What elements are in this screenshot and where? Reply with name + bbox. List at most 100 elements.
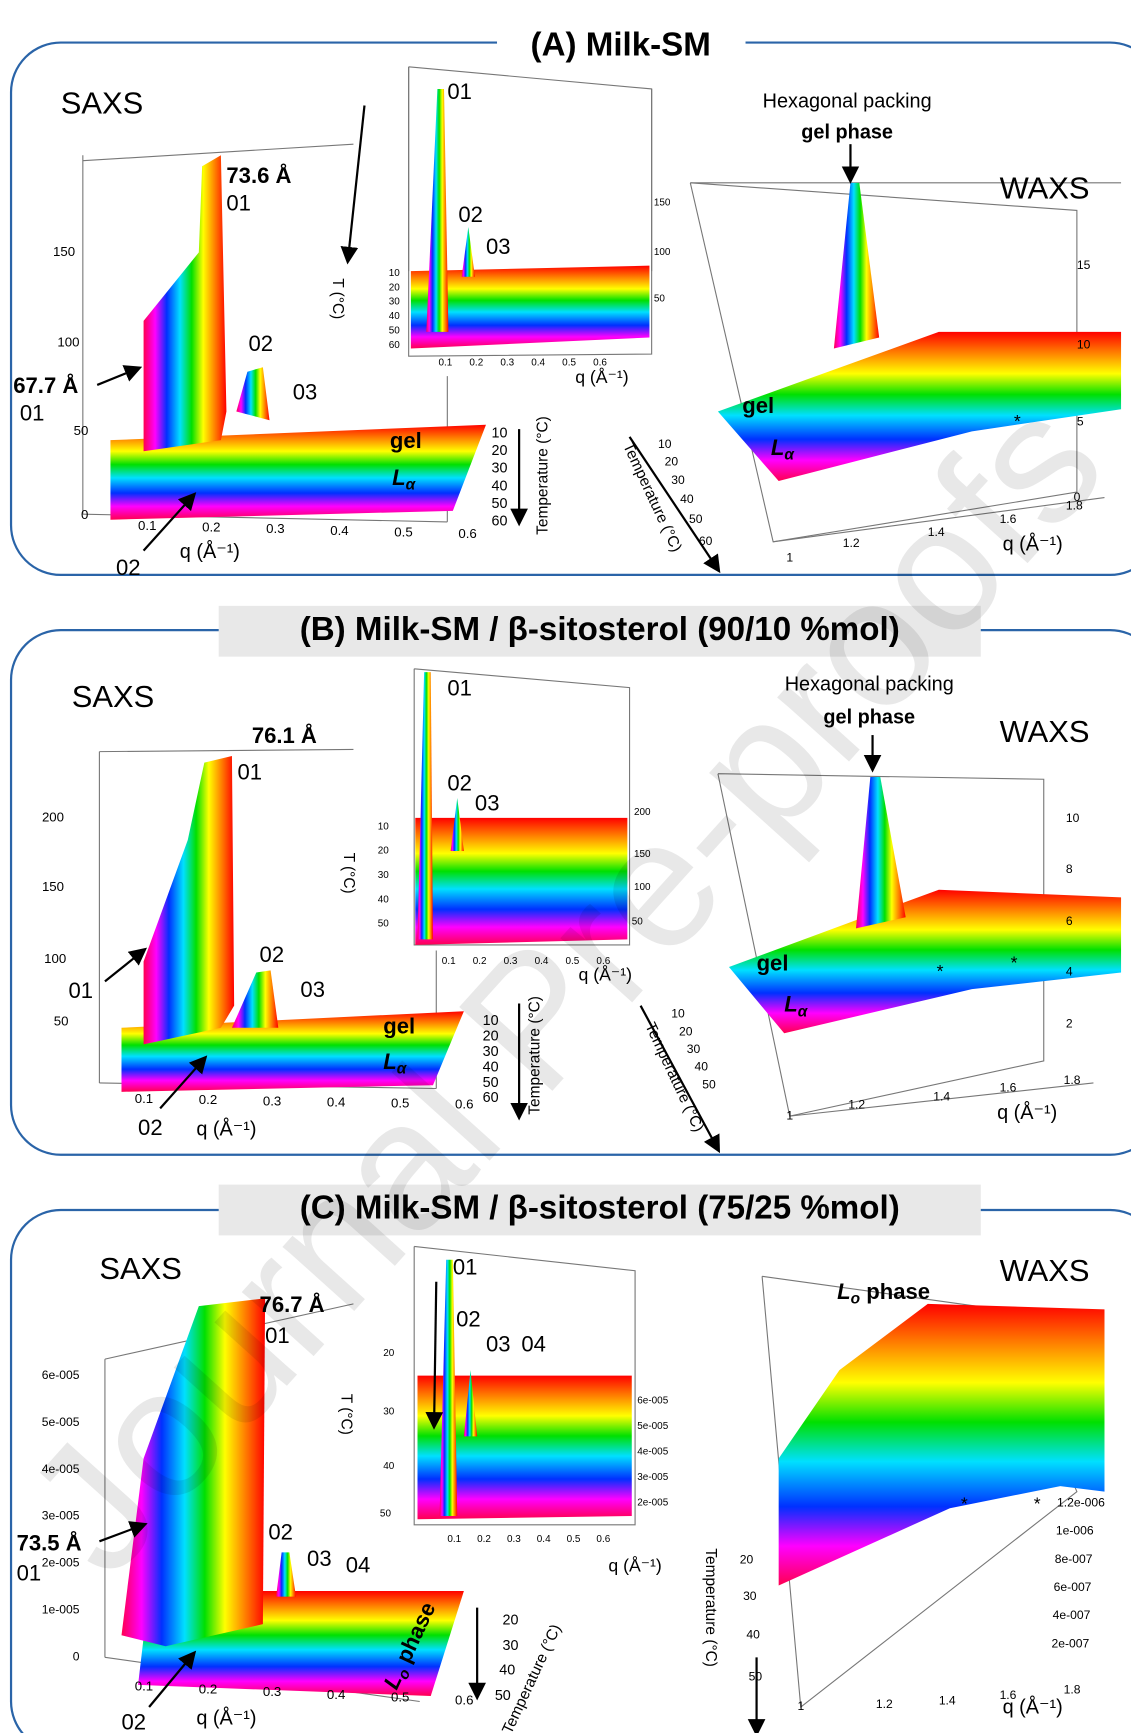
tick-label: 150 [654, 197, 671, 208]
marker: * [937, 961, 944, 981]
tick-label: 0.4 [537, 1534, 551, 1545]
tick-label: 0.6 [455, 1097, 473, 1112]
tick-label: 30 [503, 1638, 519, 1654]
axis-title: Temperature (°C) [702, 1548, 719, 1667]
tick-label: 0.1 [442, 956, 456, 967]
tick-label: 0.6 [458, 526, 476, 541]
annotation: gel [383, 1014, 415, 1039]
tick-label: 8 [1066, 862, 1073, 876]
tick-label: 1.6 [1000, 1081, 1017, 1095]
annotation: 02 [260, 942, 285, 967]
tick-label: 50 [54, 1014, 69, 1029]
tick-label: 2e-005 [637, 1497, 668, 1508]
tick-label: 10 [378, 821, 390, 832]
tick-label: 50 [74, 423, 89, 438]
tick-label: 0.1 [447, 1534, 461, 1545]
annotation: 73.6 Å [226, 162, 291, 188]
tick-label: 1 [786, 1108, 793, 1122]
tick-label: 0.6 [455, 1692, 473, 1707]
tick-label: 60 [389, 340, 401, 351]
tick-label: 10 [491, 425, 507, 441]
label-part: L [383, 1049, 397, 1074]
marker: * [1034, 1494, 1041, 1514]
label-part: L [784, 991, 798, 1016]
tick-label: 4 [1066, 965, 1073, 979]
annotation: 01 [447, 676, 472, 701]
annotation: 01 [237, 760, 262, 785]
technique-label: SAXS [61, 86, 143, 121]
tick-label: 8e-007 [1055, 1552, 1093, 1566]
annotation: 67.7 Å [13, 372, 78, 398]
annotation: 03 [486, 1332, 511, 1357]
annotation: 76.7 Å [260, 1291, 325, 1317]
tick-label: 50 [654, 293, 666, 304]
tick-label: 30 [383, 1407, 395, 1418]
tick-label: 20 [679, 1024, 693, 1038]
tick-label: 20 [503, 1613, 519, 1629]
annotation: 01 [17, 1560, 42, 1585]
tick-label: 50 [749, 1669, 763, 1683]
label-part: o [851, 1291, 860, 1308]
axis-title: T (°C) [338, 1394, 355, 1435]
tick-label: 0.3 [266, 521, 284, 536]
axis-title: Temperature (°C) [527, 996, 544, 1115]
label-part: L [837, 1279, 851, 1304]
tick-label: 1 [786, 551, 793, 565]
tick-label: 0.4 [531, 357, 545, 368]
annotation: 01 [68, 978, 93, 1003]
tick-label: 50 [491, 496, 507, 512]
tick-label: 6 [1066, 914, 1073, 928]
tick-label: 40 [680, 492, 694, 506]
tick-label: 6e-007 [1054, 1580, 1092, 1594]
marker: * [961, 1494, 968, 1514]
annotation: 02 [268, 1519, 293, 1544]
label-part: α [798, 1003, 809, 1020]
panel-title: (A) Milk-SM [531, 27, 711, 64]
tick-label: 6e-005 [42, 1368, 80, 1382]
tick-label: 100 [44, 951, 66, 966]
annotation: 02 [249, 331, 274, 356]
tick-label: 0.1 [135, 1679, 153, 1694]
tick-label: 0.1 [438, 357, 452, 368]
tick-label: 0.5 [391, 1095, 409, 1110]
tick-label: 50 [380, 1508, 392, 1519]
tick-label: 1.2 [843, 536, 860, 550]
tick-label: 60 [491, 514, 507, 530]
tick-label: 100 [634, 882, 651, 893]
tick-label: 3e-005 [42, 1509, 80, 1523]
technique-label: SAXS [72, 679, 154, 714]
annotation: 03 [307, 1546, 332, 1571]
tick-label: 60 [483, 1090, 499, 1106]
tick-label: 1.4 [939, 1694, 956, 1708]
tick-label: 20 [378, 846, 390, 857]
label: q (Å⁻¹) [579, 965, 632, 985]
tick-label: 30 [483, 1044, 499, 1060]
tick-label: 0.5 [567, 1534, 581, 1545]
annotation: 03 [293, 380, 318, 405]
tick-label: 4e-005 [637, 1447, 668, 1458]
tick-label: 50 [389, 325, 401, 336]
annotation: 04 [521, 1332, 546, 1357]
tick-label: 1.4 [933, 1090, 950, 1104]
tick-label: 30 [687, 1042, 701, 1056]
annotation: 04 [346, 1553, 371, 1578]
tick-label: 20 [383, 1348, 395, 1359]
page: Journal Pre-proofs (A) Milk-SMSAXS050100… [0, 0, 1131, 1733]
annotation: 01 [265, 1323, 290, 1348]
axis-title: q (Å⁻¹) [180, 540, 240, 563]
tick-label: 150 [53, 244, 75, 259]
annotation: 02 [456, 1306, 481, 1331]
tick-label: 150 [42, 879, 64, 894]
annotation: 03 [486, 234, 511, 259]
tick-label: 10 [671, 1007, 685, 1021]
annotation: 03 [300, 977, 325, 1002]
tick-label: 1.8 [1064, 1683, 1081, 1697]
annotation: Hexagonal packing [763, 90, 932, 112]
tick-label: 40 [483, 1059, 499, 1075]
annotation: 01 [453, 1254, 478, 1279]
tick-label: 30 [389, 297, 401, 308]
annotation: gel phase [801, 121, 893, 143]
axis-title: q (Å⁻¹) [997, 1101, 1057, 1124]
tick-label: 40 [694, 1060, 708, 1074]
figure: Journal Pre-proofs (A) Milk-SMSAXS050100… [0, 0, 1131, 1733]
